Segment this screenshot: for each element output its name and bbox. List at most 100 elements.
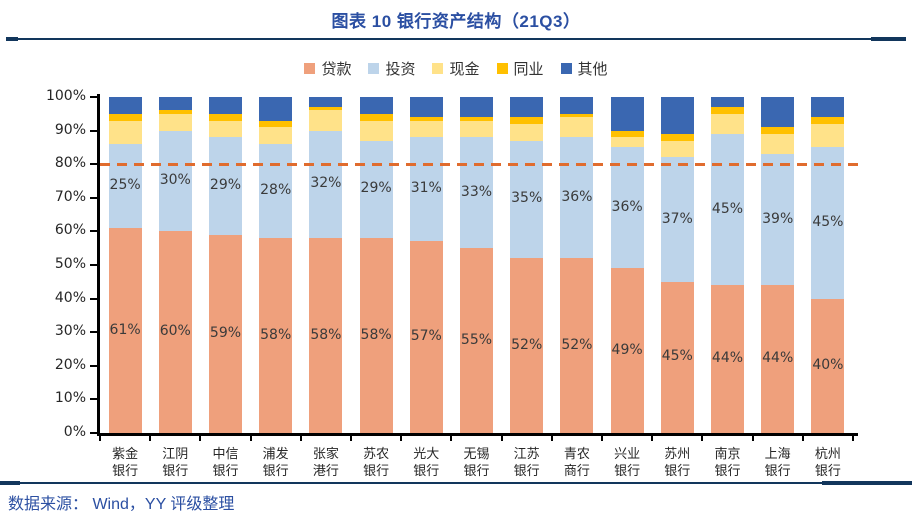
bar-segment-其他 [761,97,795,128]
bar-segment-投资 [811,147,845,299]
bar-segment-其他 [409,97,443,118]
y-tick-label: 70% [54,188,86,205]
x-category-label: 南京 银行 [714,446,741,478]
bar-value-label: 25% [109,177,141,194]
bar-segment-贷款 [409,241,443,433]
refline-80pct [100,163,861,167]
bar-segment-同业 [711,107,744,114]
bar-segment-现金 [460,120,493,138]
x-tick [701,436,704,441]
bottom-rule-right-end [822,481,912,485]
bar-segment-同业 [309,107,343,111]
y-tick [90,297,97,300]
legend-swatch-icon [432,63,444,74]
bar-segment-同业 [409,117,443,121]
bar-segment-投资 [108,144,142,229]
bar-segment-贷款 [209,234,242,433]
y-tick [90,163,97,166]
y-tick-label: 100% [45,88,86,104]
y-tick-label: 50% [54,256,86,272]
y-tick-label: 80% [54,155,86,172]
y-tick-label: 60% [54,222,86,239]
bar-segment-贷款 [811,298,845,433]
bar-value-label: 28% [260,182,292,199]
bar-segment-投资 [309,130,343,239]
bar-segment-现金 [761,133,795,155]
x-tick [299,436,302,441]
bar-value-label: 45% [812,214,844,230]
bar-segment-投资 [711,133,744,286]
bar-segment-其他 [711,97,744,108]
bar-segment-其他 [811,97,845,118]
x-category-label: 苏农 银行 [363,446,390,478]
bar-value-label: 55% [460,331,493,348]
x-tick [249,436,252,441]
bar-segment-贷款 [560,258,594,433]
y-tick-label: 40% [54,289,86,306]
bar-segment-贷款 [359,238,393,433]
bar-segment-贷款 [711,285,744,433]
x-category-label: 江阴 银行 [162,446,189,478]
x-tick [400,436,403,441]
bar-segment-现金 [660,140,694,158]
bar-segment-投资 [560,137,594,259]
x-tick [350,436,352,441]
bar-segment-其他 [359,97,393,114]
bar-segment-投资 [761,154,795,286]
y-tick-label: 30% [54,323,86,340]
bar-segment-同业 [209,113,242,121]
legend-item-4: 其他 [560,58,608,79]
x-tick [450,436,453,441]
bar-value-label: 44% [711,350,744,367]
bar-value-label: 36% [611,198,643,215]
bar-value-label: 45% [711,200,744,217]
x-category-label: 兴业 银行 [614,446,641,478]
bar-segment-其他 [510,97,544,118]
x-category-label: 江苏 银行 [513,446,540,478]
bar-segment-贷款 [108,228,142,433]
legend-label: 现金 [449,62,480,78]
legend-item-1: 投资 [368,58,415,79]
bar-segment-同业 [811,117,845,124]
x-category-label: 上海 银行 [764,446,791,478]
bar-value-label: 37% [661,210,693,227]
x-tick [99,436,101,441]
bar-segment-投资 [409,137,443,242]
y-tick [90,331,97,334]
bar-value-label: 45% [661,348,693,365]
bar-segment-其他 [259,97,293,121]
bar-value-label: 58% [360,326,392,343]
bar-value-label: 33% [460,183,493,200]
x-category-label: 浦发 银行 [262,446,289,478]
bar-segment-现金 [209,120,242,138]
bar-value-label: 57% [410,328,442,345]
chart-legend: 贷款 投资 现金 同业 其他 [0,58,912,79]
y-tick [90,398,97,401]
bar-value-label: 59% [209,324,242,341]
x-tick [500,436,503,441]
bar-segment-其他 [460,97,493,118]
bar-segment-贷款 [259,238,293,433]
bar-value-label: 40% [812,356,844,373]
bar-segment-同业 [359,113,393,121]
bar-value-label: 35% [511,190,543,207]
bar-value-label: 60% [159,323,191,340]
bar-segment-投资 [158,130,192,232]
x-category-label: 苏州 银行 [664,446,691,478]
bar-value-label: 30% [159,172,191,188]
chart-title: 图表 10 银行资产结构（21Q3） [331,12,581,31]
bar-segment-同业 [660,133,694,141]
x-tick [801,436,804,441]
top-rule-left-end [6,37,18,41]
bar-segment-现金 [259,127,293,145]
bar-segment-贷款 [761,285,795,433]
bar-segment-现金 [510,123,544,141]
x-category-label: 紫金 银行 [112,446,139,478]
bar-segment-现金 [359,120,393,141]
y-tick [90,432,97,434]
bar-segment-贷款 [158,231,192,433]
bar-segment-现金 [158,113,192,131]
legend-label: 其他 [577,62,608,78]
bar-segment-投资 [209,137,242,235]
